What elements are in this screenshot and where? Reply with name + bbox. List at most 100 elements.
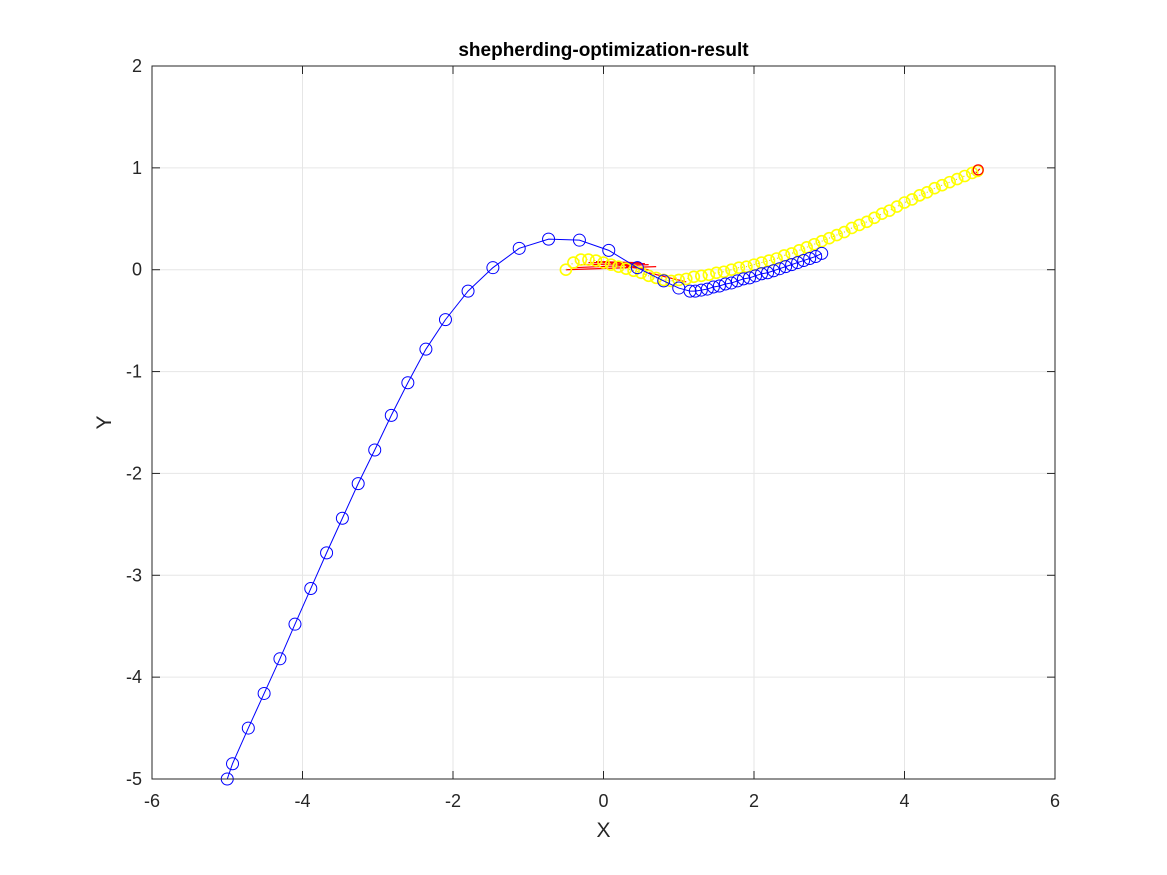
y-tick-label: -3	[126, 565, 142, 585]
sheep-marker	[837, 225, 851, 239]
herder-marker	[486, 261, 500, 275]
sheep-marker	[702, 268, 716, 282]
herder-marker	[683, 284, 697, 298]
herder-marker	[700, 282, 714, 296]
sheep-marker	[868, 211, 881, 225]
x-tick-label: 6	[1050, 791, 1060, 811]
sheep-marker	[890, 200, 904, 213]
x-tick-label: 4	[899, 791, 909, 811]
sheep-marker	[710, 266, 723, 280]
herder-marker	[742, 271, 756, 285]
herder-marker	[438, 313, 452, 327]
herder-marker	[712, 279, 726, 293]
herder-marker	[368, 443, 382, 457]
sheep-marker	[935, 178, 949, 192]
herder-marker	[706, 280, 720, 294]
herder-marker	[815, 246, 829, 260]
herder-marker	[320, 546, 334, 560]
y-tick-label: -4	[126, 667, 142, 687]
sheep-marker	[695, 269, 708, 283]
x-tick-label: 2	[749, 791, 759, 811]
herder-marker	[797, 254, 811, 268]
herder-marker	[572, 233, 586, 247]
sheep-marker	[574, 253, 588, 266]
x-tick-label: 0	[598, 791, 608, 811]
sheep-marker	[898, 196, 911, 209]
sheep-marker	[845, 221, 859, 235]
y-tick-label: 1	[132, 158, 142, 178]
x-tick-label: -6	[144, 791, 160, 811]
sheep-marker	[943, 175, 956, 189]
herder-marker	[718, 277, 732, 291]
herder-marker	[542, 232, 556, 246]
sheep-marker	[732, 261, 746, 274]
herder-marker	[335, 511, 349, 525]
y-axis-label: Y	[93, 415, 116, 429]
sheep-marker	[672, 273, 686, 287]
herder-marker	[755, 267, 769, 281]
herder-marker	[351, 477, 365, 491]
herder-marker	[730, 274, 744, 288]
y-tick-label: -5	[126, 769, 142, 789]
herder-marker	[512, 241, 526, 255]
sheep-marker	[875, 207, 889, 220]
sheep-marker	[687, 270, 701, 284]
herder-marker	[288, 617, 302, 631]
sheep-marker	[597, 256, 610, 269]
herder-marker	[602, 243, 616, 257]
herder-marker	[384, 408, 398, 422]
herder-marker	[461, 284, 475, 298]
herder-marker	[749, 269, 763, 283]
y-tick-label: -1	[126, 362, 142, 382]
herder-marker	[226, 757, 240, 771]
y-tick-label: 2	[132, 56, 142, 76]
sheep-marker	[807, 237, 821, 251]
sheep-marker	[567, 256, 580, 269]
sheep-marker	[679, 272, 693, 286]
herder-marker	[273, 652, 287, 666]
series-layer	[220, 164, 984, 786]
herder-marker	[761, 266, 775, 280]
herder-marker	[736, 272, 750, 286]
sheep-marker	[762, 254, 776, 267]
tick-layer: -6 -4 -2 0 2 4 6 -5 -4 -3 -2 -1 0 1 2	[126, 56, 1060, 811]
sheep-marker	[883, 204, 896, 217]
sheep-marker	[928, 181, 941, 195]
x-tick-label: -2	[445, 791, 461, 811]
herder-marker	[803, 252, 817, 266]
x-axis-label: X	[596, 819, 610, 842]
sheep-marker	[559, 263, 573, 277]
sheep-marker	[905, 193, 919, 206]
herder-marker	[809, 249, 823, 263]
sheep-marker	[853, 218, 866, 232]
sheep-marker	[725, 263, 738, 277]
sheep-marker	[815, 234, 829, 248]
sheep-marker	[604, 258, 618, 271]
sheep-marker	[612, 260, 625, 273]
herder-path-line	[226, 238, 822, 780]
herder-marker	[419, 342, 433, 356]
herder-marker	[630, 261, 644, 275]
sheep-marker	[920, 186, 934, 199]
sheep-marker	[950, 172, 964, 186]
sheep-marker	[649, 271, 663, 285]
x-tick-label: -4	[294, 791, 310, 811]
herder-marker	[791, 256, 805, 270]
sheep-marker	[860, 215, 874, 229]
y-tick-label: -2	[126, 463, 142, 483]
sheep-marker	[965, 166, 979, 180]
herder-marker	[241, 721, 255, 735]
herder-marker	[657, 274, 671, 288]
sheep-marker	[589, 254, 603, 267]
sheep-marker	[958, 169, 972, 183]
sheep-marker	[792, 244, 806, 257]
sheep-marker	[582, 253, 595, 266]
herder-marker	[401, 376, 415, 390]
herder-marker	[694, 283, 708, 297]
y-tick-label: 0	[132, 260, 142, 280]
herder-marker	[785, 258, 799, 272]
sheep-marker	[717, 265, 731, 279]
goal-marker	[972, 164, 984, 176]
herder-marker	[724, 276, 738, 290]
